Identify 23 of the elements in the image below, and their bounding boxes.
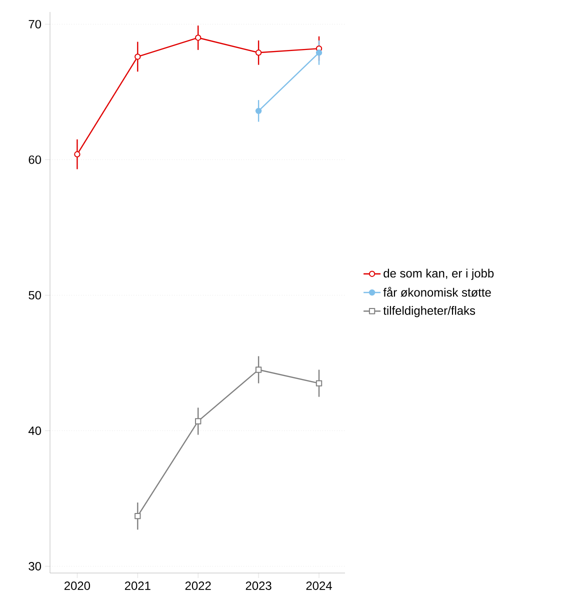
point — [316, 50, 322, 56]
point — [134, 512, 141, 520]
legend-label: tilfeldigheter/flaks — [383, 306, 476, 318]
y-tick-label: 50 — [28, 290, 42, 300]
point — [195, 34, 202, 41]
y-tick-label: 40 — [28, 426, 42, 435]
x-tick-label: 2024 — [306, 582, 332, 590]
x-tick-label: 2021 — [124, 582, 150, 590]
legend-label: de som kan, er i jobb — [384, 268, 494, 280]
point — [255, 366, 262, 373]
point — [316, 380, 322, 386]
x-tick-label: 2023 — [246, 582, 272, 590]
x-tick-label: 2022 — [185, 582, 211, 590]
point — [255, 50, 262, 56]
point — [195, 418, 202, 424]
point — [134, 54, 141, 60]
y-tick-label: 70 — [28, 20, 42, 28]
point — [255, 108, 262, 114]
x-tick-label: 2020 — [64, 582, 90, 590]
point — [74, 151, 80, 158]
y-tick-label: 60 — [28, 155, 42, 164]
y-tick-label: 30 — [28, 562, 42, 570]
legend-label: får økonomisk støtte — [383, 286, 491, 297]
